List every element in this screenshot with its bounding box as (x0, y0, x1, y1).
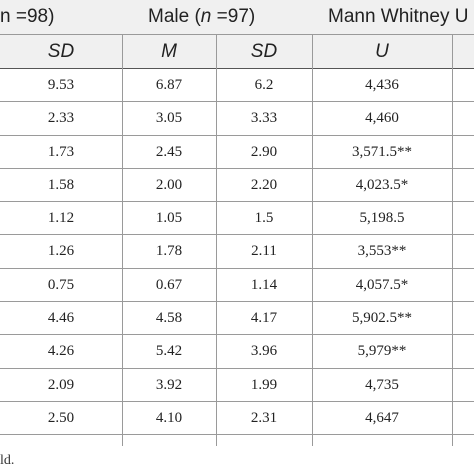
table-row: 1.58 2.00 2.20 4,023.5* (0, 169, 474, 203)
cell-sd-female: 2.09 (47, 376, 75, 393)
cell-m-male: 1.78 (155, 243, 183, 260)
cell-sd-female: 1.12 (47, 210, 75, 227)
cell-u: 4,460 (365, 110, 399, 127)
table-row: 9.53 6.87 6.2 4,436 (0, 69, 474, 103)
cell-sd-male: 2.20 (250, 176, 278, 193)
cell-sd-male: 3.96 (250, 343, 278, 360)
male-group-label: Male (n =97) (148, 6, 256, 27)
table-row: 4.26 5.42 3.96 5,979** (0, 335, 474, 369)
cell-m-male: 3.05 (155, 110, 183, 127)
female-group-underline (0, 34, 118, 35)
table-body: 9.53 6.87 6.2 4,436 2.33 3.05 3.33 4,460… (0, 69, 474, 436)
cell-sd-female: 0.75 (47, 276, 75, 293)
mann-whitney-group-underline (320, 34, 474, 35)
cell-u: 4,436 (365, 77, 399, 93)
cell-u: 5,902.5** (352, 310, 412, 327)
column-divider (312, 35, 313, 446)
cell-m-male: 4.58 (155, 310, 183, 327)
cell-u: 4,647 (365, 409, 399, 426)
cell-sd-male: 2.11 (251, 243, 277, 260)
cell-sd-male: 2.90 (250, 143, 278, 160)
cell-sd-female: 9.53 (47, 77, 75, 93)
female-group-label: n =98) (0, 6, 55, 27)
cell-m-male: 1.05 (155, 210, 183, 227)
cell-m-male: 5.42 (155, 343, 183, 360)
column-divider (452, 35, 453, 446)
cell-m-male: 4.10 (155, 409, 183, 426)
cell-m-male: 2.00 (155, 176, 183, 193)
table-footnote: ld. (0, 453, 15, 468)
cell-u: 3,571.5** (352, 143, 412, 160)
table-row: 0.75 0.67 1.14 4,057.5* (0, 269, 474, 303)
table-row: 2.33 3.05 3.33 4,460 (0, 102, 474, 136)
table-row: 2.09 3.92 1.99 4,735 (0, 369, 474, 402)
table-row: 1.73 2.45 2.90 3,571.5** (0, 136, 474, 169)
cell-sd-female: 4.26 (47, 343, 75, 360)
cell-u: 5,198.5 (359, 210, 405, 227)
cell-m-male: 3.92 (155, 376, 183, 393)
table-group-header: n =98) Male (n =97) Mann Whitney U (0, 0, 474, 35)
header-u: U (375, 41, 389, 62)
cell-u: 5,979** (357, 343, 407, 360)
table-row: 1.26 1.78 2.11 3,553** (0, 235, 474, 269)
mann-whitney-group-label: Mann Whitney U (328, 6, 469, 27)
cell-u: 4,057.5* (355, 276, 409, 293)
cell-m-male: 0.67 (155, 276, 183, 293)
table-stat-header: SD M SD U (0, 35, 474, 69)
table-row: 2.50 4.10 2.31 4,647 (0, 402, 474, 436)
table-row: 1.12 1.05 1.5 5,198.5 (0, 202, 474, 236)
cell-u: 4,735 (365, 376, 399, 393)
cell-sd-female: 2.33 (47, 110, 75, 127)
column-divider (122, 35, 123, 446)
cell-sd-female: 2.50 (47, 409, 75, 426)
table-row: 4.46 4.58 4.17 5,902.5** (0, 302, 474, 336)
cell-sd-female: 1.73 (47, 143, 75, 160)
cell-sd-female: 1.58 (47, 176, 75, 193)
cell-sd-male: 4.17 (250, 310, 278, 327)
cell-sd-male: 3.33 (250, 110, 278, 127)
header-sd-female: SD (47, 41, 75, 62)
cell-u: 4,023.5* (355, 176, 409, 193)
cell-sd-male: 2.31 (250, 409, 278, 426)
cell-sd-female: 1.26 (47, 243, 75, 260)
header-sd-male: SD (250, 41, 278, 62)
cell-sd-male: 6.2 (254, 77, 274, 93)
header-m-male: M (161, 41, 177, 62)
male-group-underline (127, 34, 311, 35)
cell-m-male: 6.87 (155, 77, 183, 93)
cell-sd-female: 4.46 (47, 310, 75, 327)
cell-sd-male: 1.14 (250, 276, 278, 293)
cell-sd-male: 1.99 (250, 376, 278, 393)
cell-m-male: 2.45 (155, 143, 183, 160)
column-divider (216, 35, 217, 446)
cell-u: 3,553** (357, 243, 407, 260)
cell-sd-male: 1.5 (254, 210, 274, 227)
